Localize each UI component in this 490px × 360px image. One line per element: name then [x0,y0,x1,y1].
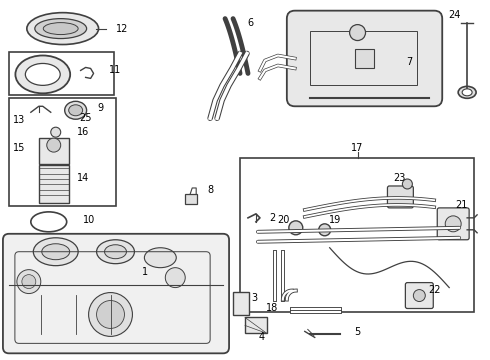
Text: 20: 20 [278,215,290,225]
Ellipse shape [42,244,70,260]
Text: 19: 19 [328,215,341,225]
Ellipse shape [458,86,476,98]
Ellipse shape [97,240,134,264]
Bar [245,318,267,333]
Text: 18: 18 [266,302,278,312]
Text: 2: 2 [269,213,275,223]
Text: 6: 6 [247,18,253,28]
Ellipse shape [65,101,87,119]
Circle shape [17,270,41,293]
Text: 25: 25 [79,113,92,123]
Text: 11: 11 [109,66,122,76]
Circle shape [51,127,61,137]
Ellipse shape [462,89,472,96]
Text: 7: 7 [406,58,413,67]
FancyBboxPatch shape [405,283,433,309]
Text: 10: 10 [82,215,95,225]
Bar [9,98,117,206]
Ellipse shape [33,238,78,266]
FancyBboxPatch shape [287,11,442,106]
FancyBboxPatch shape [437,208,469,240]
Text: 15: 15 [13,143,25,153]
Text: 21: 21 [455,200,467,210]
Bar [39,165,69,203]
Bar [185,194,197,204]
Ellipse shape [27,13,98,45]
Circle shape [165,268,185,288]
Text: 9: 9 [98,103,103,113]
Ellipse shape [43,23,78,35]
Text: 1: 1 [142,267,148,276]
Circle shape [318,224,331,236]
Circle shape [402,179,413,189]
Circle shape [445,216,461,232]
Ellipse shape [145,248,176,268]
Circle shape [97,301,124,328]
Circle shape [289,221,303,235]
Text: 14: 14 [76,173,89,183]
Text: 8: 8 [207,185,213,195]
Text: 5: 5 [354,327,361,337]
Circle shape [47,138,61,152]
Circle shape [349,24,366,41]
FancyBboxPatch shape [388,186,414,208]
Bar [233,292,249,315]
Ellipse shape [15,55,70,93]
Bar [310,31,417,85]
Circle shape [414,289,425,302]
Ellipse shape [69,105,83,116]
Text: 17: 17 [351,143,364,153]
Ellipse shape [104,245,126,259]
Bar [39,138,69,164]
Ellipse shape [25,63,60,85]
Text: 4: 4 [259,332,265,342]
Text: 23: 23 [393,173,406,183]
Bar [240,158,474,312]
Text: 12: 12 [116,24,129,33]
Text: 13: 13 [13,115,25,125]
Text: 22: 22 [428,284,441,294]
Text: 16: 16 [76,127,89,137]
FancyBboxPatch shape [3,234,229,353]
Bar [9,53,114,95]
Text: 24: 24 [448,10,461,20]
Ellipse shape [35,19,87,39]
Circle shape [22,275,36,289]
Circle shape [89,293,132,336]
Text: 3: 3 [251,293,257,302]
Bar [355,49,374,68]
